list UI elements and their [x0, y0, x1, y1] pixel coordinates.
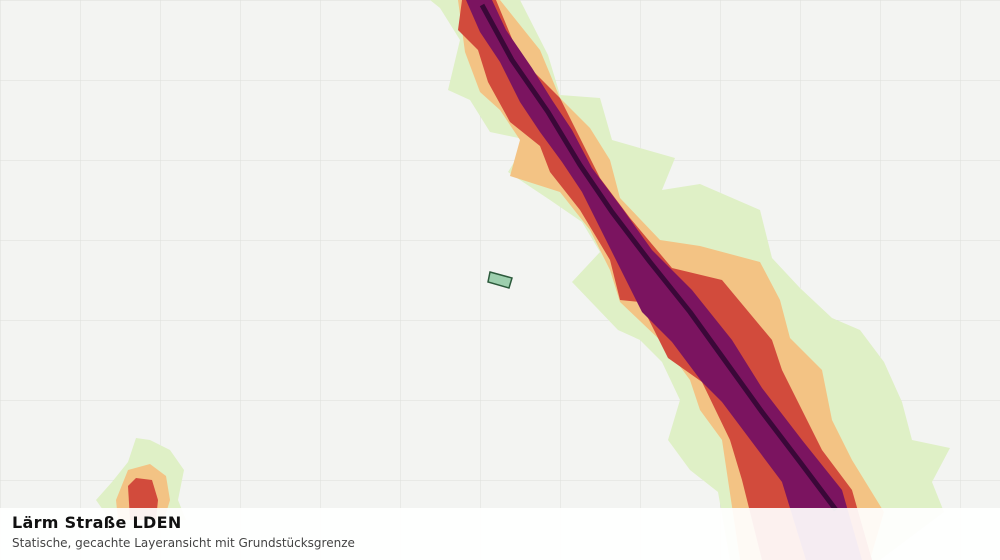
layer-title: Lärm Straße LDEN [12, 513, 182, 532]
parcel-boundary[interactable] [487, 271, 513, 289]
noise-zone-max [479, 3, 838, 512]
layer-caption: Lärm Straße LDEN Statische, gecachte Lay… [0, 508, 1000, 560]
noise-layer [96, 0, 950, 560]
layer-subtitle: Statische, gecachte Layeransicht mit Gru… [12, 536, 355, 550]
